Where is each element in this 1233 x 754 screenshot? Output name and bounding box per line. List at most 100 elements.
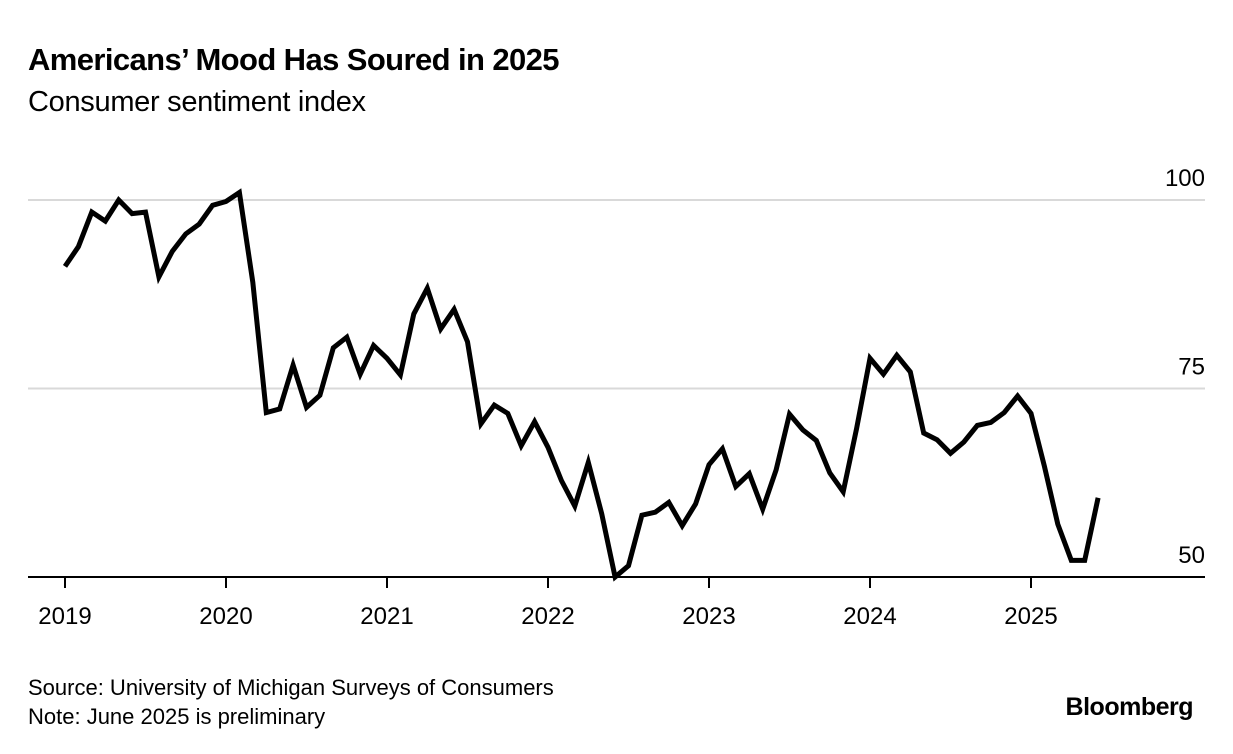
data-point: 2022-06: 50 [613,575,618,580]
series-line-sentiment [62,188,1101,582]
data-point: 2021-02: 76.8 [398,372,403,377]
data-point: 2019-05: 100 [116,198,121,203]
data-point: 2024-09: 70.1 [975,423,980,428]
data-point: 2023-02: 67 [720,446,725,451]
data-point: 2022-09: 58.6 [653,510,658,515]
data-point: 2021-07: 81.2 [465,339,470,344]
data-point: 2023-01: 64.9 [707,462,712,467]
data-point: 2023-06: 64.2 [774,467,779,472]
data-point: 2020-07: 72.5 [304,405,309,410]
data-point: 2020-01: 99.8 [224,199,229,204]
data-point: 2025-06: 60.5 [1096,495,1101,500]
data-point: 2025-05: 52.2 [1082,558,1087,563]
data-point: 2024-05: 69.1 [921,430,926,435]
data-point: 2019-01: 91.2 [63,264,68,269]
x-tick-label-2023: 2023 [682,603,735,630]
data-point: 2023-04: 63.7 [747,471,752,476]
data-point: 2022-07: 51.5 [626,563,631,568]
series-group: 2019-01: 91.2 2019-02: 93.8 2019-03: 98.4 2… [62,188,1101,582]
data-point: 2019-11: 96.8 [197,222,202,227]
data-point: 2020-08: 74.1 [317,393,322,398]
data-point: 2021-08: 70.3 [478,421,483,426]
data-point: 2023-08: 69.5 [800,427,805,432]
data-point: 2022-10: 59.9 [666,500,671,505]
data-point: 2021-03: 84.9 [411,311,416,316]
data-point: 2021-09: 72.8 [492,403,497,408]
data-point: 2019-10: 95.5 [183,231,188,236]
data-point: 2024-08: 67.9 [961,440,966,445]
x-tick-label-2020: 2020 [199,603,252,630]
data-point: 2022-04: 65.2 [586,460,591,465]
data-point: 2019-12: 99.3 [210,203,215,208]
y-axis-ticks: 50 75 100 [1165,165,1205,569]
data-point: 2020-06: 78.1 [291,363,296,368]
data-point: 2024-03: 79.4 [894,353,899,358]
data-point: 2019-04: 97.2 [103,219,108,224]
data-point: 2021-10: 71.7 [505,411,510,416]
data-point: 2019-08: 89.8 [156,274,161,279]
data-point: 2025-03: 57 [1055,522,1060,527]
data-point: 2019-06: 98.2 [130,211,135,216]
data-point: 2019-02: 93.8 [76,244,81,249]
data-point: 2022-12: 59.7 [693,501,698,506]
data-point: 2023-03: 62 [733,484,738,489]
data-point: 2023-07: 71.6 [787,412,792,417]
data-point: 2024-01: 79 [868,356,873,361]
data-point: 2022-11: 56.8 [680,523,685,528]
data-point: 2024-12: 74 [1015,394,1020,399]
data-point: 2021-12: 70.6 [532,419,537,424]
data-point: 2022-05: 58.4 [599,511,604,516]
x-tick-label-2022: 2022 [521,603,574,630]
data-point: 2021-06: 85.5 [452,307,457,312]
data-point: 2020-09: 80.4 [331,345,336,350]
preliminary-note: Note: June 2025 is preliminary [28,704,326,729]
data-point: 2020-05: 72.3 [277,406,282,411]
data-point: 2024-10: 70.5 [988,420,993,425]
chart-subtitle: Consumer sentiment index [28,86,366,118]
x-tick-label-2024: 2024 [843,603,896,630]
data-point: 2020-10: 81.8 [344,335,349,340]
source-note: Source: University of Michigan Surveys o… [28,675,554,700]
data-point: 2019-07: 98.4 [143,210,148,215]
data-point: 2019-03: 98.4 [89,210,94,215]
data-point: 2025-02: 64.7 [1042,464,1047,469]
data-point: 2022-03: 59.4 [572,504,577,509]
data-point: 2023-05: 59 [760,507,765,512]
data-point: 2020-02: 101 [237,190,242,195]
data-point: 2024-06: 68.2 [935,437,940,442]
data-point: 2022-01: 67.2 [546,445,551,450]
data-point: 2020-11: 76.9 [358,372,363,377]
data-point: 2021-11: 67.4 [519,443,524,448]
data-point: 2024-07: 66.4 [948,451,953,456]
y-tick-label-100: 100 [1165,165,1205,192]
data-point: 2023-11: 61.3 [841,489,846,494]
data-point: 2024-11: 71.8 [1002,410,1007,415]
data-point: 2020-12: 80.7 [371,343,376,348]
chart-title: Americans’ Mood Has Soured in 2025 [28,42,560,77]
data-point: 2020-03: 89.1 [250,280,255,285]
y-tick-label-75: 75 [1178,354,1205,381]
data-point: 2021-04: 88.3 [425,286,430,291]
x-tick-label-2021: 2021 [360,603,413,630]
footer-notes: Source: University of Michigan Surveys o… [28,673,554,731]
data-point: 2025-01: 71.7 [1029,411,1034,416]
data-point: 2023-09: 68.1 [814,438,819,443]
x-tick-label-2025: 2025 [1004,603,1057,630]
data-point: 2024-04: 77.2 [908,369,913,374]
data-point: 2023-12: 69.7 [854,426,859,431]
gridlines [28,199,1205,390]
data-point: 2021-05: 82.9 [438,326,443,331]
x-tick-label-2019: 2019 [38,603,91,630]
bloomberg-logo: Bloomberg [1065,693,1194,721]
data-point: 2023-10: 63.8 [827,470,832,475]
data-point: 2025-04: 52.2 [1069,558,1074,563]
data-point: 2021-01: 79 [385,356,390,361]
data-point: 2020-04: 71.8 [264,410,269,415]
data-point: 2022-02: 62.8 [559,478,564,483]
data-point: 2024-02: 76.9 [881,372,886,377]
x-axis-ticks: 2019 2020 2021 2022 2023 2024 2025 [38,577,1058,630]
data-point: 2022-08: 58.2 [639,513,644,518]
data-point: 2019-09: 93.2 [170,249,175,254]
y-tick-label-50: 50 [1178,542,1205,569]
